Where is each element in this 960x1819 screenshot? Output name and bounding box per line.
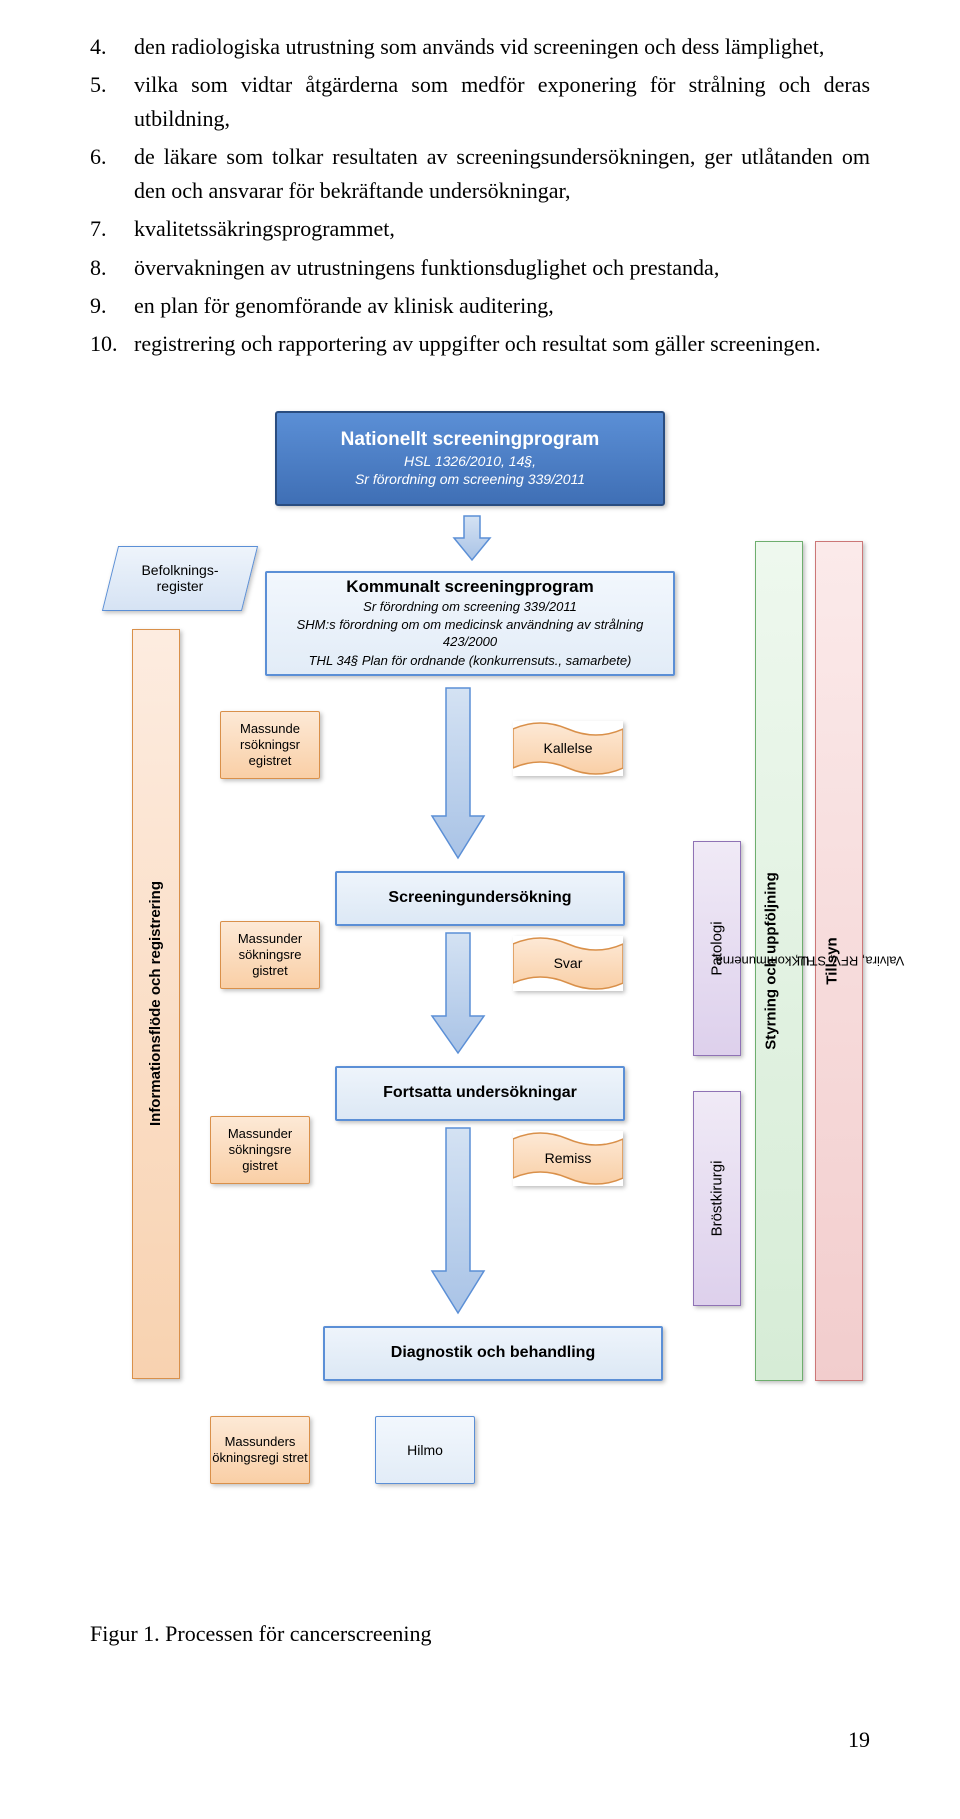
list-text: registrering och rapportering av uppgift…	[134, 327, 870, 361]
list-text: de läkare som tolkar resultaten av scree…	[134, 140, 870, 208]
screening-proc-box: Screeningundersökning	[335, 871, 625, 926]
list-item: 4.den radiologiska utrustning som använd…	[90, 30, 870, 64]
hilmo-box: Hilmo	[375, 1416, 475, 1484]
list-item: 10.registrering och rapportering av uppg…	[90, 327, 870, 361]
kommunal-title: Kommunalt screeningprogram	[346, 577, 594, 597]
list-text: övervakningen av utrustningens funktions…	[134, 251, 870, 285]
list-item: 8.övervakningen av utrustningens funktio…	[90, 251, 870, 285]
kallelse-flag: Kallelse	[513, 721, 623, 776]
list-text: kvalitetssäkringsprogrammet,	[134, 212, 870, 246]
diagnostik-proc-box: Diagnostik och behandling	[323, 1326, 663, 1381]
list-item: 9.en plan för genomförande av klinisk au…	[90, 289, 870, 323]
list-text: en plan för genomförande av klinisk audi…	[134, 289, 870, 323]
numbered-list: 4.den radiologiska utrustning som använd…	[90, 30, 870, 361]
list-text: vilka som vidtar åtgärderna som medför e…	[134, 68, 870, 136]
kommunal-l3: THL 34§ Plan för ordnande (konkurrensuts…	[309, 653, 632, 670]
tillsyn-vbox: Tillsyn Valvira, RFV, STUK	[815, 541, 863, 1381]
flag-label: Remiss	[513, 1131, 623, 1186]
arrow-down-icon	[430, 931, 486, 1056]
kommunal-program-box: Kommunalt screeningprogram Sr förordning…	[265, 571, 675, 676]
page-number: 19	[90, 1727, 870, 1753]
registry-box: Massunde rsökningsr egistret	[220, 711, 320, 779]
svar-flag: Svar	[513, 936, 623, 991]
flag-label: Svar	[513, 936, 623, 991]
registry-box: Massunder sökningsre gistret	[210, 1116, 310, 1184]
list-num: 6.	[90, 140, 134, 208]
national-title: Nationellt screeningprogram	[341, 429, 600, 451]
list-num: 5.	[90, 68, 134, 136]
arrow-down-icon	[452, 514, 492, 562]
list-num: 10.	[90, 327, 134, 361]
arrow-down-icon	[430, 1126, 486, 1316]
kommunal-l1: Sr förordning om screening 339/2011	[363, 599, 577, 616]
list-item: 6.de läkare som tolkar resultaten av scr…	[90, 140, 870, 208]
list-num: 7.	[90, 212, 134, 246]
population-register-label: Befolknings- register	[110, 546, 250, 611]
kommunal-l2: SHM:s förordning om om medicinsk användn…	[277, 617, 663, 651]
national-program-box: Nationellt screeningprogram HSL 1326/201…	[275, 411, 665, 506]
registry-box: Massunder sökningsre gistret	[220, 921, 320, 989]
registry-box: Massunders ökningsregi stret	[210, 1416, 310, 1484]
brostkirurgi-vbox: Bröstkirurgi	[693, 1091, 741, 1306]
national-sub2: Sr förordning om screening 339/2011	[355, 471, 585, 487]
flowchart: Nationellt screeningprogram HSL 1326/201…	[90, 411, 870, 1561]
flag-label: Kallelse	[513, 721, 623, 776]
patologi-vbox: Patologi	[693, 841, 741, 1056]
national-sub1: HSL 1326/2010, 14§,	[404, 453, 536, 469]
fortsatta-proc-box: Fortsatta undersökningar	[335, 1066, 625, 1121]
list-num: 8.	[90, 251, 134, 285]
remiss-flag: Remiss	[513, 1131, 623, 1186]
list-num: 4.	[90, 30, 134, 64]
list-item: 5.vilka som vidtar åtgärderna som medför…	[90, 68, 870, 136]
list-num: 9.	[90, 289, 134, 323]
info-flow-vbox: Informationsflöde och registrering	[132, 629, 180, 1379]
figure-caption: Figur 1. Processen för cancerscreening	[90, 1621, 870, 1647]
arrow-down-icon	[430, 686, 486, 861]
list-item: 7.kvalitetssäkringsprogrammet,	[90, 212, 870, 246]
tillsyn-sub: Valvira, RFV, STUK	[791, 953, 904, 968]
list-text: den radiologiska utrustning som används …	[134, 30, 870, 64]
